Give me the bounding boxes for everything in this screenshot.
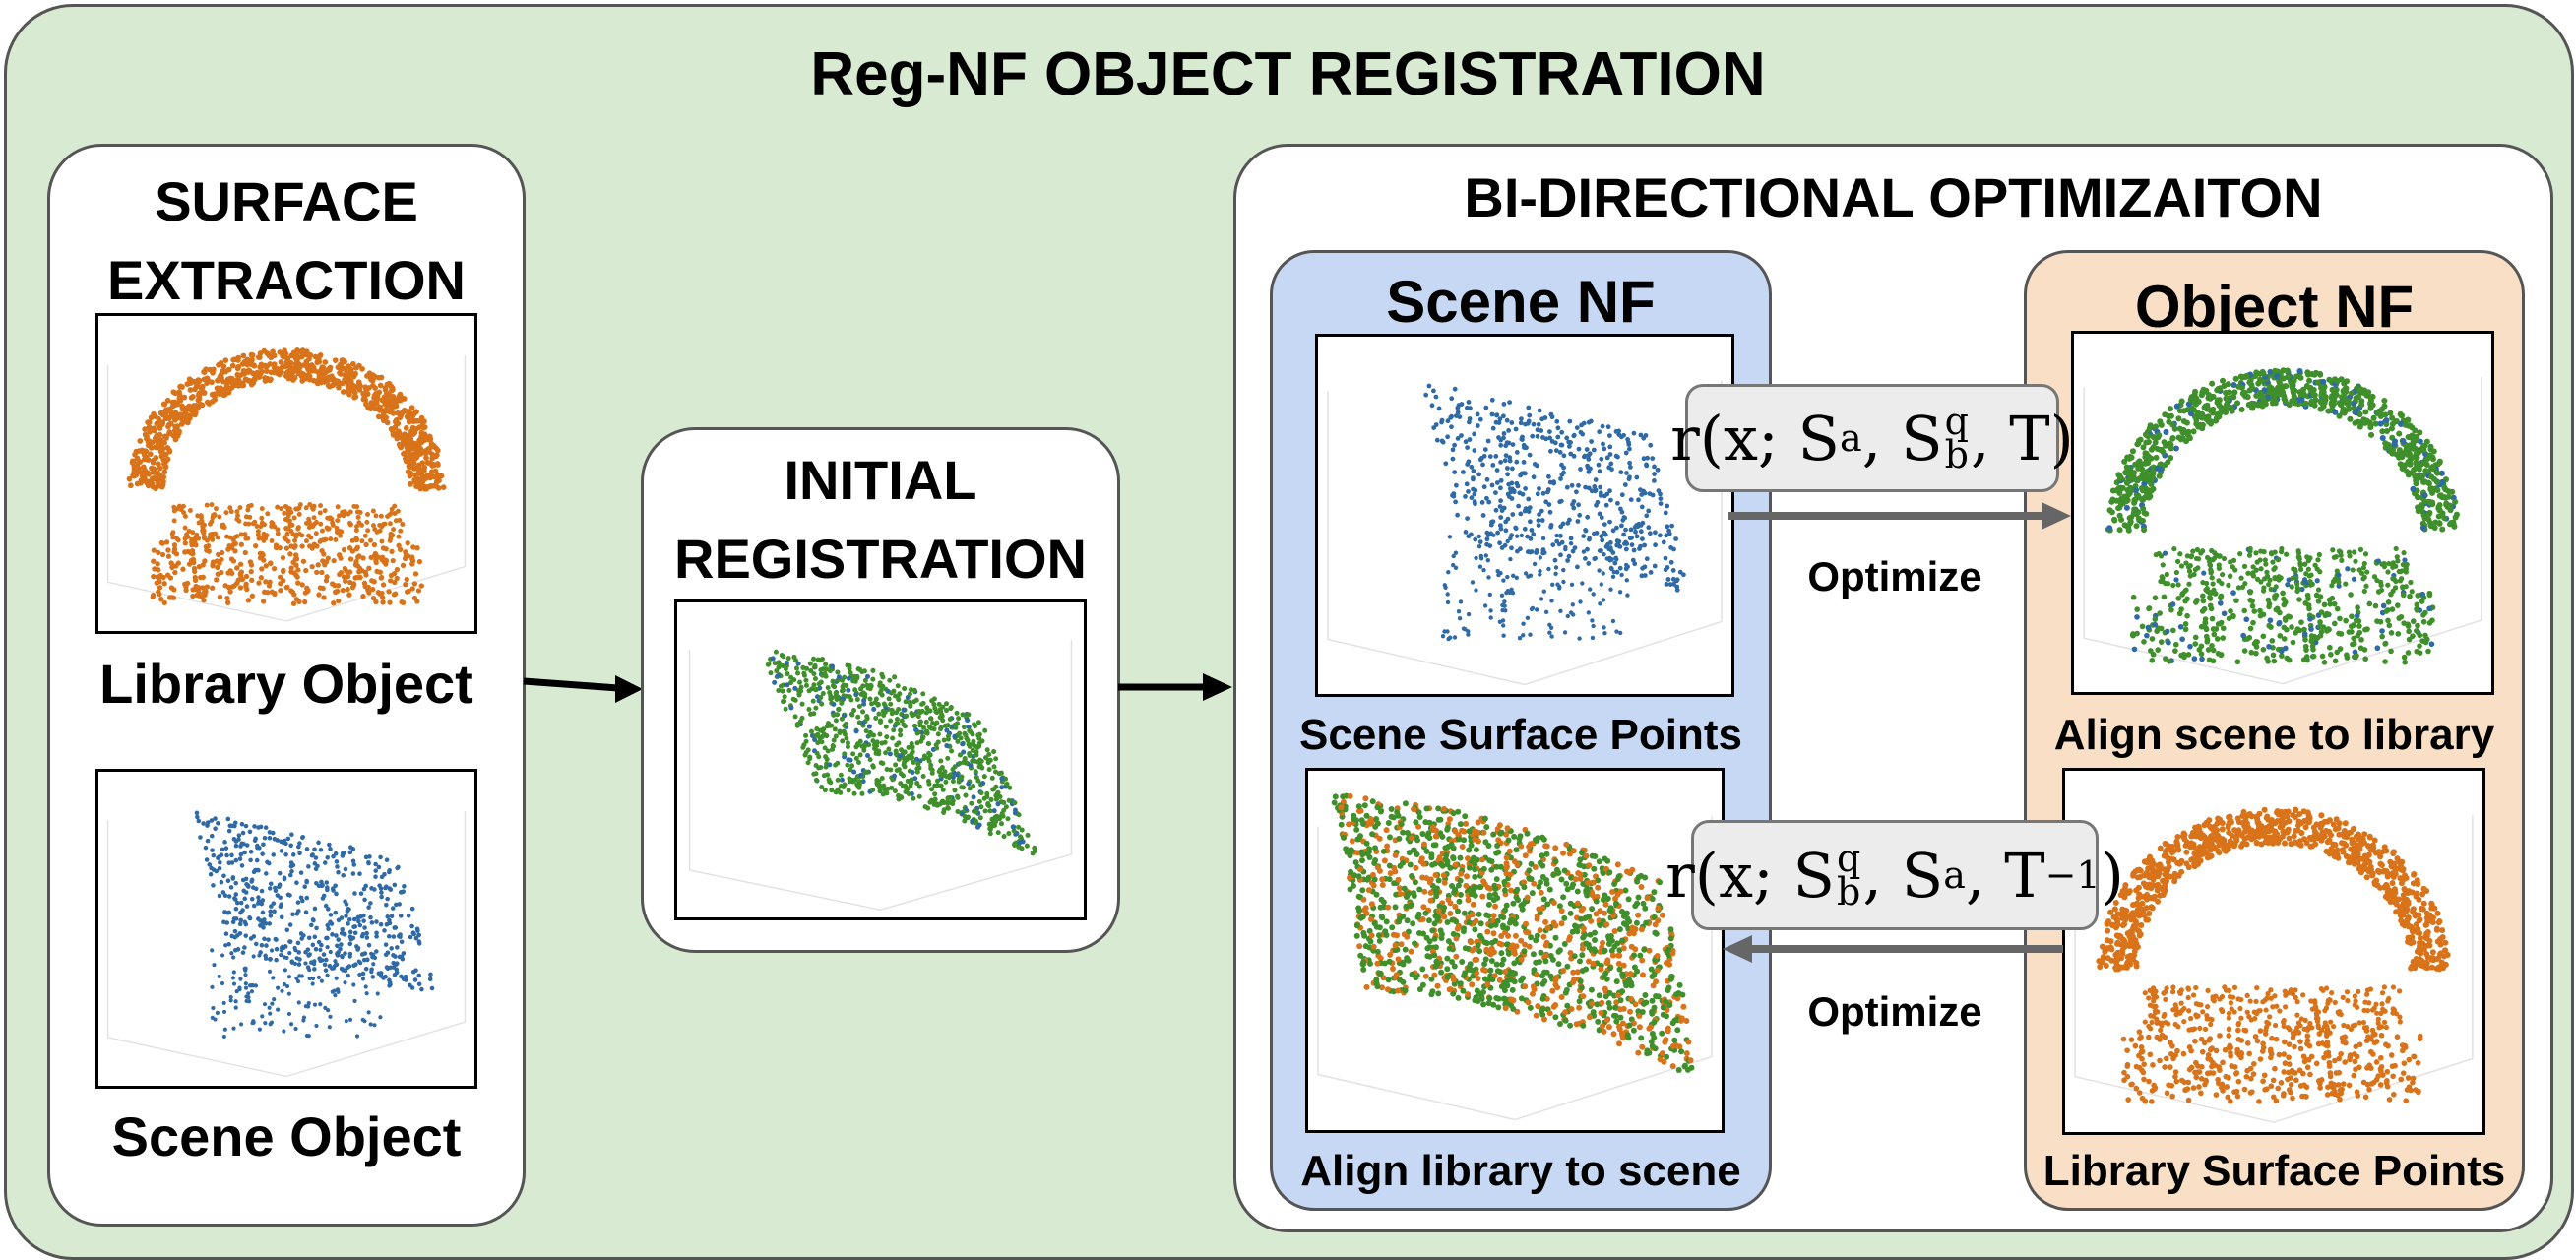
eq-bot-pre: r(x; S	[1665, 839, 1835, 912]
eq-bot-sup-inv: −1	[2044, 853, 2101, 897]
align-library-to-scene-label: Align library to scene	[1300, 1147, 1741, 1195]
eq-bot-sup-q: q	[1837, 837, 1861, 880]
eq-bot-sub-b: b	[1837, 870, 1861, 914]
arrow-to-initial	[523, 675, 643, 703]
align-scene-to-library-label: Align scene to library	[2053, 711, 2495, 759]
optimize-top-label: Optimize	[1807, 553, 1982, 599]
scene-object-label: Scene Object	[111, 1105, 462, 1167]
eq-bot-mid: , S	[1862, 839, 1944, 912]
eq-top-sub-a: a	[1840, 416, 1862, 460]
eq-top-sup-q: q	[1944, 400, 1969, 443]
library-surface-points-label: Library Surface Points	[2042, 1147, 2506, 1195]
surface-title-line1: SURFACE	[155, 170, 418, 232]
library-object-label: Library Object	[99, 653, 473, 715]
initial-registration-pointcloud	[688, 640, 1073, 911]
library-object-pointcloud	[106, 347, 467, 622]
library-surface-points-plot	[2062, 768, 2485, 1135]
align-library-to-scene-pointcloud	[1317, 792, 1713, 1121]
eq-bot-sub-a: a	[1943, 853, 1966, 897]
initial-title-line1: INITIAL	[784, 449, 977, 511]
align-scene-to-library-plot	[2071, 331, 2494, 695]
initial-title-line2: REGISTRATION	[674, 528, 1087, 590]
optimize-bottom-label: Optimize	[1807, 988, 1982, 1035]
align-scene-to-library-pointcloud	[2083, 367, 2482, 685]
arrow-optimize-bottom	[1723, 935, 2063, 963]
scene-nf-title: Scene NF	[1386, 269, 1656, 335]
library-object-plot	[95, 313, 477, 634]
eq-bot-end: )	[2100, 839, 2124, 912]
object-nf-title: Object NF	[2134, 274, 2415, 340]
library-surface-pointcloud	[2074, 806, 2474, 1123]
arrow-to-bidirectional	[1118, 673, 1232, 701]
align-library-to-scene-plot	[1305, 768, 1725, 1133]
eq-top-sub-b: b	[1944, 433, 1969, 476]
eq-top-post: , T)	[1970, 402, 2074, 474]
scene-surface-points-label: Scene Surface Points	[1299, 711, 1742, 759]
scene-surface-points-plot	[1315, 334, 1734, 697]
bidirectional-title: BI-DIRECTIONAL OPTIMIZAITON	[1464, 166, 2323, 228]
eq-bot-post: , T	[1965, 839, 2045, 912]
surface-title-line2: EXTRACTION	[107, 249, 466, 311]
eq-top-mid: , S	[1861, 402, 1943, 474]
eq-top-pre: r(x; S	[1670, 402, 1841, 474]
arrow-optimize-top	[1728, 502, 2071, 530]
scene-object-plot	[95, 769, 477, 1089]
initial-registration-plot	[674, 599, 1087, 920]
scene-object-pointcloud	[106, 810, 467, 1078]
main-title: Reg-NF OBJECT REGISTRATION	[810, 40, 1766, 108]
scene-surface-pointcloud	[1327, 380, 1723, 686]
